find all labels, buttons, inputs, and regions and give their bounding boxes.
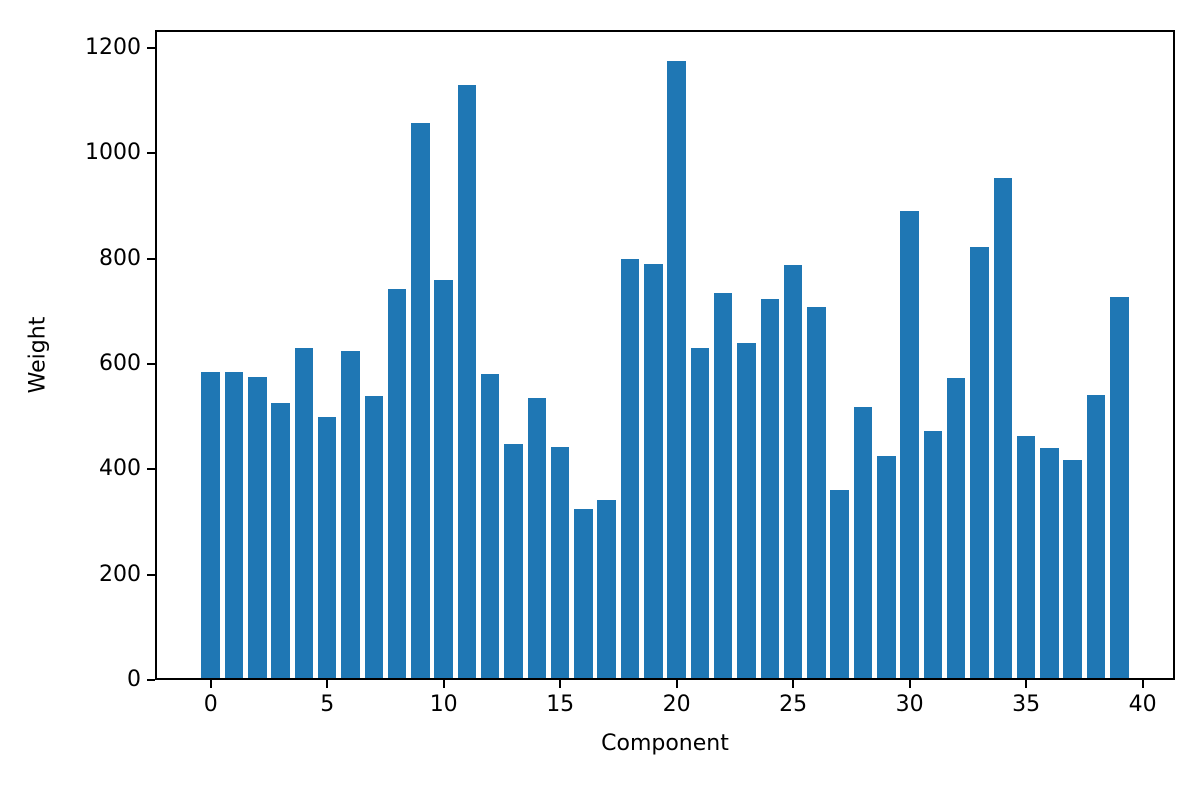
y-tick-mark-600 xyxy=(147,362,155,365)
bar-component-36 xyxy=(1040,448,1059,680)
x-axis-label: Component xyxy=(601,731,729,756)
bar-component-33 xyxy=(970,246,989,680)
x-tick-mark-20 xyxy=(675,680,678,688)
x-tick-label-40: 40 xyxy=(1128,692,1157,717)
x-tick-mark-15 xyxy=(559,680,562,688)
bar-component-7 xyxy=(364,395,384,680)
y-tick-label-800: 800 xyxy=(99,245,141,271)
bar-component-23 xyxy=(737,342,756,680)
x-tick-mark-10 xyxy=(442,680,445,688)
bar-component-27 xyxy=(830,490,849,680)
bar-component-17 xyxy=(597,499,616,680)
y-tick-label-200: 200 xyxy=(99,561,141,587)
bar-component-12 xyxy=(480,374,500,680)
bar-component-28 xyxy=(853,407,873,680)
bar-component-19 xyxy=(644,263,663,680)
bar-component-16 xyxy=(574,508,593,680)
x-tick-mark-40 xyxy=(1141,680,1144,688)
bar-component-4 xyxy=(294,348,314,680)
x-tick-label-20: 20 xyxy=(662,692,691,717)
bar-component-34 xyxy=(993,177,1013,680)
bar-component-10 xyxy=(434,279,453,680)
bar-component-11 xyxy=(457,84,477,680)
y-tick-mark-1200 xyxy=(147,46,155,49)
y-tick-mark-200 xyxy=(147,573,155,576)
y-tick-mark-800 xyxy=(147,257,155,260)
bar-component-24 xyxy=(760,299,780,680)
bar-component-37 xyxy=(1063,460,1082,680)
x-tick-label-35: 35 xyxy=(1012,692,1041,717)
x-tick-label-30: 30 xyxy=(895,692,924,717)
bar-component-29 xyxy=(877,456,896,680)
bar-component-30 xyxy=(900,211,919,680)
bar-component-13 xyxy=(504,444,523,680)
bar-component-1 xyxy=(224,371,244,680)
x-tick-label-25: 25 xyxy=(779,692,808,717)
x-tick-mark-30 xyxy=(908,680,911,688)
y-tick-mark-0 xyxy=(147,679,155,681)
y-tick-label-0: 0 xyxy=(127,667,141,692)
x-tick-mark-0 xyxy=(209,680,212,688)
y-tick-mark-1000 xyxy=(147,152,155,155)
bar-component-26 xyxy=(807,307,826,680)
x-tick-mark-25 xyxy=(792,680,795,688)
x-tick-label-0: 0 xyxy=(203,692,218,717)
bar-component-21 xyxy=(690,348,710,680)
x-tick-label-5: 5 xyxy=(320,692,335,717)
bar-component-18 xyxy=(620,258,640,680)
bar-component-32 xyxy=(946,378,966,680)
bar-component-5 xyxy=(317,416,337,680)
y-tick-label-1200: 1200 xyxy=(85,34,141,60)
y-tick-label-600: 600 xyxy=(99,350,141,376)
bar-component-6 xyxy=(341,350,360,680)
bars-container xyxy=(155,30,1175,680)
bar-component-39 xyxy=(1110,296,1129,680)
x-tick-mark-35 xyxy=(1025,680,1028,688)
y-tick-label-400: 400 xyxy=(99,456,141,482)
x-tick-mark-5 xyxy=(326,680,329,688)
plot-area: 0 5 10 15 20 25 30 35 40 0 200 400 600 800 1000 1200 xyxy=(85,30,1175,717)
bar-component-14 xyxy=(527,398,547,680)
bar-component-9 xyxy=(411,123,430,680)
bar-component-20 xyxy=(667,61,686,680)
bar-component-35 xyxy=(1016,436,1036,680)
bar-component-25 xyxy=(783,265,803,680)
bar-component-8 xyxy=(387,288,407,680)
y-axis-label: Weight xyxy=(25,316,51,394)
bar-component-22 xyxy=(713,292,733,680)
bar-component-38 xyxy=(1086,394,1106,680)
x-tick-label-15: 15 xyxy=(546,692,575,717)
y-tick-mark-400 xyxy=(147,468,155,471)
bar-component-3 xyxy=(271,403,290,680)
bar-component-15 xyxy=(550,447,570,680)
y-tick-label-1000: 1000 xyxy=(85,140,141,166)
bar-component-31 xyxy=(923,430,943,680)
bar-component-0 xyxy=(201,371,220,680)
x-tick-label-10: 10 xyxy=(429,692,458,717)
bar-component-2 xyxy=(248,377,267,680)
